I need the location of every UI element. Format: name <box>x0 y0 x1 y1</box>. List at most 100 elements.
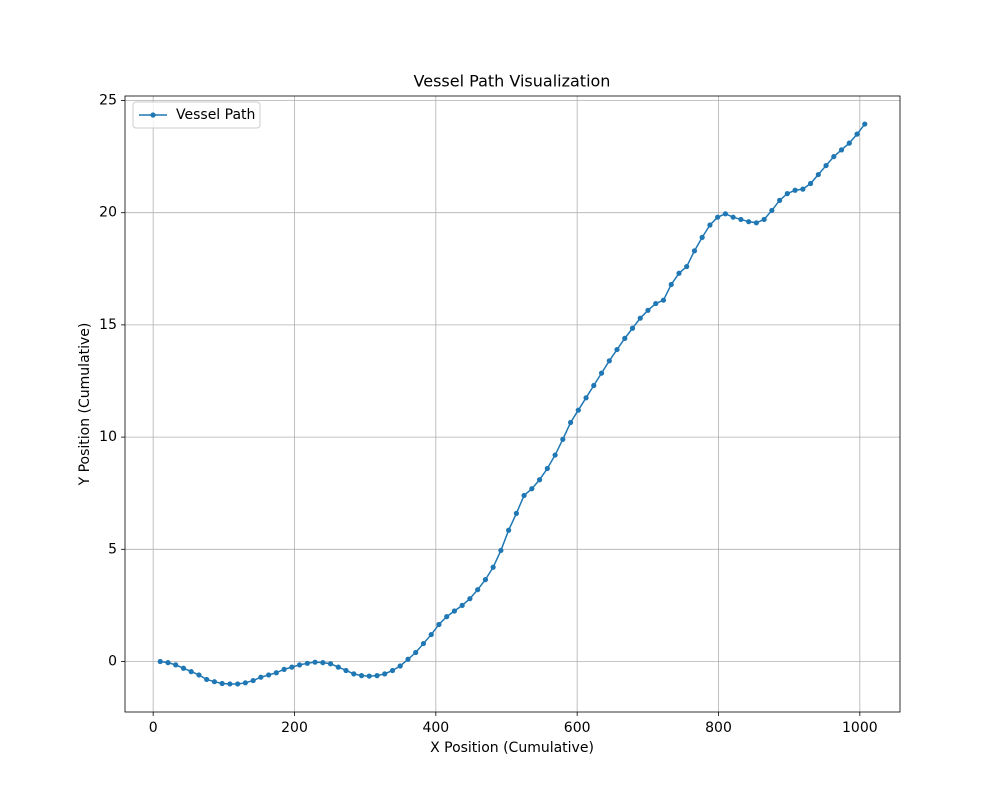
point <box>815 171 821 178</box>
point <box>653 300 659 307</box>
y-tick-label: 10 <box>99 429 117 445</box>
point <box>420 640 427 647</box>
point <box>289 664 295 670</box>
point <box>413 649 419 656</box>
point <box>730 214 736 220</box>
point <box>823 162 829 169</box>
point <box>405 656 411 662</box>
point <box>583 395 589 401</box>
point <box>761 216 767 223</box>
point <box>204 676 210 683</box>
y-axis-label: Y Position (Cumulative) <box>77 323 93 487</box>
point <box>451 608 458 614</box>
point <box>598 370 605 376</box>
point <box>498 547 504 554</box>
point <box>629 325 636 331</box>
point <box>699 234 705 240</box>
point <box>335 664 341 670</box>
point <box>296 662 303 668</box>
chart-title: Vessel Path Visualization <box>414 72 611 91</box>
point <box>235 681 241 687</box>
point <box>211 679 218 685</box>
point <box>250 677 256 684</box>
point <box>676 270 682 276</box>
point <box>227 681 233 687</box>
point <box>807 180 814 187</box>
point <box>622 335 628 341</box>
point <box>428 631 434 638</box>
point <box>800 186 806 192</box>
point <box>707 222 713 228</box>
point <box>258 674 264 680</box>
x-tick-label: 600 <box>564 720 591 736</box>
point <box>668 281 674 288</box>
point <box>490 564 496 570</box>
point <box>862 121 868 127</box>
point <box>753 220 759 226</box>
point <box>831 153 837 160</box>
point <box>157 658 163 665</box>
point <box>320 660 326 666</box>
point <box>351 671 357 677</box>
point <box>374 673 380 679</box>
legend-marker <box>150 112 156 118</box>
point <box>715 214 721 220</box>
point <box>444 614 450 620</box>
point <box>792 187 798 193</box>
point <box>769 207 775 214</box>
x-tick-label: 1000 <box>842 720 878 736</box>
point <box>575 407 581 413</box>
point <box>173 662 179 668</box>
point <box>544 465 550 472</box>
x-tick-label: 200 <box>281 720 308 736</box>
point <box>327 661 334 667</box>
point <box>838 147 845 153</box>
point <box>784 191 790 197</box>
y-tick-label: 15 <box>99 317 117 333</box>
point <box>273 670 279 676</box>
point <box>304 660 310 666</box>
y-tick-label: 25 <box>99 92 117 108</box>
point <box>846 140 852 146</box>
point <box>343 667 349 674</box>
point <box>614 346 620 353</box>
point <box>591 382 597 389</box>
point <box>165 660 171 666</box>
point <box>854 131 860 137</box>
point <box>521 492 527 499</box>
point <box>467 596 473 602</box>
point <box>382 671 388 677</box>
point <box>691 248 698 254</box>
x-axis-label: X Position (Cumulative) <box>430 740 594 756</box>
point <box>506 527 512 533</box>
point <box>637 315 643 321</box>
point <box>722 211 729 217</box>
legend: Vessel Path <box>132 101 261 129</box>
point <box>738 216 744 223</box>
point <box>513 510 519 516</box>
x-tick-label: 0 <box>149 720 158 736</box>
point <box>366 673 372 679</box>
point <box>660 297 667 303</box>
y-tick-label: 20 <box>99 205 117 221</box>
point <box>482 576 489 583</box>
point <box>475 587 481 593</box>
point <box>281 666 287 672</box>
point <box>188 669 194 675</box>
legend-label: Vessel Path <box>176 107 255 123</box>
point <box>389 667 396 674</box>
plot-frame <box>124 95 901 713</box>
point <box>684 263 690 270</box>
point <box>606 358 612 364</box>
point <box>358 673 365 679</box>
point <box>560 436 566 442</box>
legend-box <box>132 101 261 129</box>
point <box>645 307 651 313</box>
point <box>567 419 574 426</box>
y-tick-label: 5 <box>108 541 117 557</box>
point <box>536 477 543 483</box>
point <box>180 665 187 671</box>
point <box>242 680 248 686</box>
